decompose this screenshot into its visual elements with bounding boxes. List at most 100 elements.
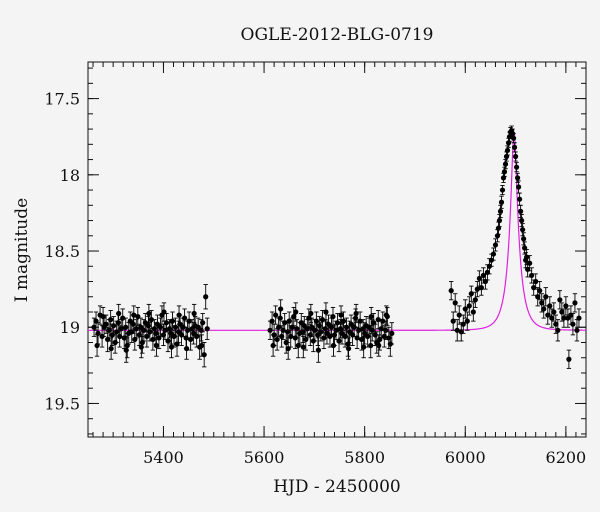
data-marker [323,309,329,315]
data-marker [200,320,206,326]
data-marker [456,312,462,318]
data-point [500,172,507,183]
data-point [308,303,314,324]
data-marker [519,217,525,224]
data-point [551,302,557,322]
data-point [304,319,310,339]
data-point [108,337,114,360]
data-marker [91,324,97,330]
data-point [519,213,525,228]
data-point [456,305,462,325]
data-point [285,337,291,360]
data-marker [100,313,106,320]
data-marker [168,344,175,350]
data-point [278,299,284,319]
data-point [361,335,367,359]
data-point [123,337,129,363]
data-point [368,306,374,327]
data-marker [376,342,382,349]
data-point [502,159,509,170]
data-marker [462,306,468,312]
data-point [496,213,503,228]
data-marker [176,312,182,318]
data-marker [460,321,466,327]
y-tick-label: 19 [60,318,80,337]
data-marker [147,329,153,335]
data-marker [549,315,555,321]
data-marker [454,327,460,333]
data-point [138,335,144,359]
data-marker [308,310,314,317]
data-marker [146,310,152,317]
y-tick-label: 18.5 [44,242,80,261]
data-marker [294,326,300,332]
y-tick-label: 17.5 [44,90,80,109]
data-point [466,296,472,316]
data-point [270,334,276,357]
data-marker [293,309,299,315]
data-point [563,296,569,316]
data-marker [343,324,350,330]
data-marker [319,317,326,323]
data-marker [203,294,209,300]
data-marker [539,300,545,306]
data-marker [557,297,563,303]
data-point [470,302,476,322]
data-marker [330,313,336,320]
data-point [199,334,205,357]
data-marker [330,342,337,349]
data-point [512,151,519,162]
data-marker [527,260,533,266]
data-marker [269,318,275,324]
data-marker [120,315,126,321]
data-marker [183,345,190,352]
data-point [454,319,460,342]
data-point [576,308,582,328]
data-marker [380,318,386,324]
data-marker [547,303,553,309]
data-point [168,335,175,359]
data-point [389,322,395,345]
data-point [498,195,505,209]
data-marker [133,326,139,332]
data-marker [306,315,312,321]
data-point [204,317,210,340]
data-point [499,185,506,196]
data-marker [368,342,374,349]
data-point [478,279,484,296]
data-marker [511,144,518,150]
data-marker [94,342,100,349]
data-marker [497,208,504,214]
data-point [375,310,381,330]
data-marker [570,321,576,327]
data-marker [450,318,456,324]
data-marker [513,164,520,170]
data-point [537,281,543,301]
data-marker [452,300,458,306]
plot-frame [87,61,587,438]
data-marker [533,278,539,285]
data-marker [514,175,521,181]
y-tick-label: 19.5 [44,394,80,413]
data-marker [520,227,526,233]
data-point [474,281,480,298]
y-tick-label: 18 [60,166,80,185]
data-point [330,334,337,357]
data-point [203,284,209,310]
data-point [172,317,179,337]
data-marker [270,342,276,349]
data-point [368,332,374,359]
data-marker [131,312,137,318]
data-point [323,302,329,322]
data-point [343,317,350,337]
data-marker [108,345,114,352]
data-point [353,303,359,324]
data-marker [108,317,114,323]
data-marker [273,312,279,318]
data-point [448,281,454,301]
data-point [492,238,499,252]
data-marker [553,321,559,327]
data-marker [572,300,578,306]
data-marker [448,288,454,294]
